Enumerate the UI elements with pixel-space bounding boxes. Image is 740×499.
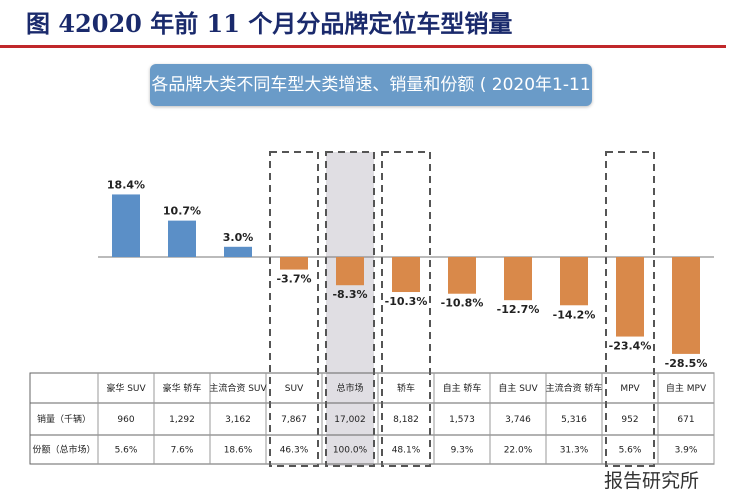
table-header-10: 自主 MPV <box>666 382 707 394</box>
highlight-box-5 <box>381 151 431 467</box>
table-header-0: 豪华 SUV <box>106 382 146 394</box>
table-cell-0-3: 7,867 <box>281 415 307 425</box>
table-cell-0-9: 952 <box>621 415 638 425</box>
data-label-1: 10.7% <box>163 205 201 218</box>
data-label-6: -10.8% <box>441 297 484 310</box>
table-row-label-0: 销量（千辆） <box>37 413 91 425</box>
bar-8 <box>560 257 588 306</box>
table-cell-1-10: 3.9% <box>675 446 698 456</box>
table-cell-1-6: 9.3% <box>451 446 474 456</box>
table-row-label-1: 份额（总市场） <box>32 444 95 456</box>
table-header-6: 自主 轿车 <box>443 382 482 394</box>
chart-title: 各品牌大类不同车型大类增速、销量和份额 ( 2020年1-11月 ) <box>150 64 592 137</box>
table-cell-1-3: 46.3% <box>280 446 309 456</box>
table-header-7: 自主 SUV <box>498 382 538 394</box>
figure-title: 图 42020 年前 11 个月分品牌定位车型销量 <box>26 9 513 38</box>
table-header-9: MPV <box>620 384 640 394</box>
bar-0 <box>112 194 140 257</box>
table-header-4: 总市场 <box>336 382 363 394</box>
title-rule <box>0 45 726 48</box>
table-cell-0-1: 1,292 <box>169 415 195 425</box>
bar-9 <box>616 257 644 337</box>
data-label-10: -28.5% <box>665 357 708 370</box>
data-label-9: -23.4% <box>609 340 652 353</box>
table-cell-0-8: 5,316 <box>561 415 587 425</box>
data-label-7: -12.7% <box>497 303 540 316</box>
table-cell-0-5: 8,182 <box>393 415 419 425</box>
data-label-3: -3.7% <box>276 273 311 286</box>
table-cell-1-1: 7.6% <box>171 446 194 456</box>
table-header-1: 豪华 轿车 <box>163 382 202 394</box>
table-cell-1-0: 5.6% <box>115 446 138 456</box>
data-label-8: -14.2% <box>553 308 596 321</box>
table-cell-0-0: 960 <box>117 415 134 425</box>
data-label-0: 18.4% <box>107 178 145 191</box>
table-cell-0-7: 3,746 <box>505 415 531 425</box>
table-cell-1-5: 48.1% <box>392 446 421 456</box>
bar-4 <box>336 257 364 286</box>
data-label-4: -8.3% <box>332 288 367 301</box>
data-label-2: 3.0% <box>223 231 254 244</box>
bar-2 <box>224 246 252 257</box>
bar-6 <box>448 257 476 294</box>
bar-3 <box>280 257 308 270</box>
table-cell-1-4: 100.0% <box>333 446 368 456</box>
table-header-8: 主流合资 轿车 <box>546 382 603 394</box>
table-header-5: 轿车 <box>397 382 415 394</box>
bar-7 <box>504 257 532 301</box>
highlight-box-9 <box>605 151 655 467</box>
table-cell-1-2: 18.6% <box>224 446 253 456</box>
highlight-box-3 <box>269 151 319 467</box>
bar-1 <box>168 220 196 257</box>
table-header-2: 主流合资 SUV <box>209 382 267 394</box>
table-cell-0-4: 17,002 <box>334 415 366 425</box>
table-cell-0-6: 1,573 <box>449 415 475 425</box>
watermark: 报告研究所 <box>604 470 700 492</box>
table-cell-0-2: 3,162 <box>225 415 251 425</box>
bar-5 <box>392 257 420 293</box>
bar-10 <box>672 257 700 354</box>
table-cell-1-8: 31.3% <box>560 446 589 456</box>
data-label-5: -10.3% <box>385 295 428 308</box>
table-header-3: SUV <box>285 384 304 394</box>
table-cell-1-7: 22.0% <box>504 446 533 456</box>
table-cell-1-9: 5.6% <box>619 446 642 456</box>
highlight-box-4 <box>325 151 375 467</box>
highlight-fill <box>326 152 374 466</box>
table-cell-0-10: 671 <box>677 415 694 425</box>
